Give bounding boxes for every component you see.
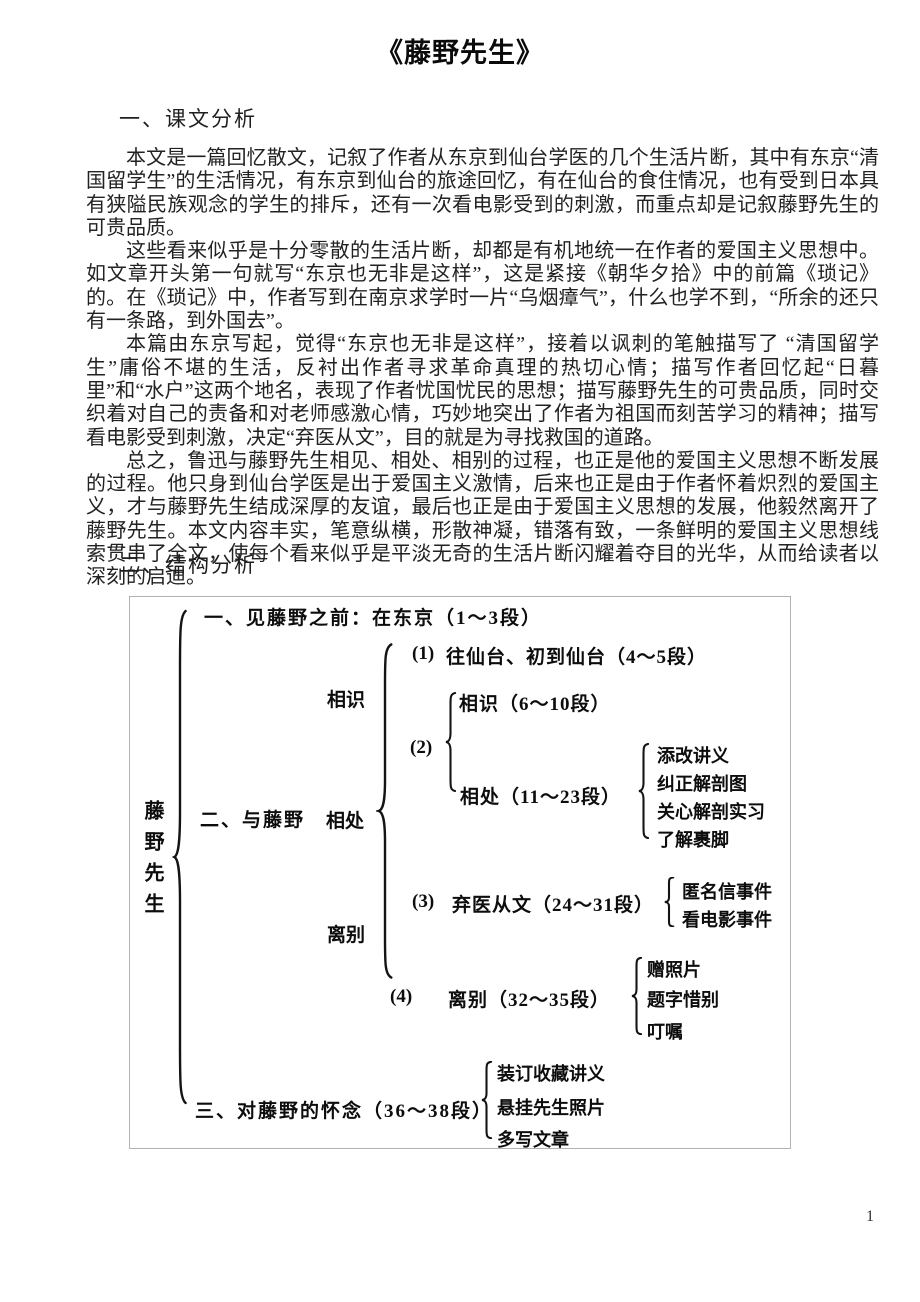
- sub3-detail-2: 看电影事件: [682, 910, 772, 930]
- stage-label-farewell: 离别: [327, 925, 366, 946]
- together-detail-1: 添改讲义: [657, 746, 729, 766]
- page-number: 1: [866, 1208, 874, 1225]
- sub4-brace: [630, 957, 643, 1035]
- sub3-number: (3): [412, 891, 435, 912]
- part3-brace: [480, 1061, 493, 1139]
- sub4-detail-3: 叮嘱: [647, 1022, 683, 1042]
- doc-title: 《藤野先生》: [376, 38, 544, 68]
- analysis-body: 本文是一篇回忆散文，记叙了作者从东京到仙台学医的几个生活片断，其中有东京“清国留…: [86, 147, 879, 590]
- sub1-number: (1): [412, 643, 435, 664]
- section-heading-structure: 二、结构分析: [119, 554, 257, 577]
- stage-label-together: 相处: [326, 811, 365, 832]
- sub3-detail-1: 匿名信事件: [682, 882, 772, 902]
- sub1-text: 往仙台、初到仙台（4～5段）: [446, 647, 708, 668]
- part3-detail-1: 装订收藏讲义: [497, 1064, 605, 1084]
- diagram-root-label: 藤野先生: [141, 800, 163, 924]
- sub4-number: (4): [390, 986, 413, 1007]
- together-detail-3: 关心解剖实习: [657, 802, 765, 822]
- together-detail-2: 纠正解剖图: [657, 774, 747, 794]
- part3-detail-2: 悬挂先生照片: [497, 1098, 605, 1118]
- sub4-detail-2: 题字惜别: [647, 990, 719, 1010]
- sub4-detail-1: 赠照片: [647, 960, 701, 980]
- sub2-brace: [444, 692, 457, 792]
- structure-diagram: 藤野先生 一、见藤野之前：在东京（1～3段） 二、与藤野 相识 相处 离别 (1…: [129, 596, 791, 1150]
- sub4-text: 离别（32～35段）: [448, 990, 611, 1011]
- sub2-number: (2): [410, 737, 433, 758]
- paragraph-4: 总之，鲁迅与藤野先生相见、相处、相别的过程，也正是他的爱国主义思想不断发展的过程…: [86, 449, 879, 589]
- diagram-part2-label: 二、与藤野: [200, 810, 306, 831]
- part2-brace: [376, 641, 394, 981]
- sub2-together-text: 相处（11～23段）: [460, 787, 621, 808]
- together-detail-4: 了解裹脚: [657, 830, 729, 850]
- paragraph-1: 本文是一篇回忆散文，记叙了作者从东京到仙台学医的几个生活片断，其中有东京“清国留…: [86, 147, 879, 239]
- sub3-brace: [663, 877, 675, 927]
- paragraph-3: 本篇由东京写起，觉得“东京也无非是这样”，接着以讽刺的笔触描写了 “清国留学生”…: [86, 333, 879, 449]
- part3-detail-3: 多写文章: [497, 1130, 569, 1150]
- paragraph-2: 这些看来似乎是十分零散的生活片断，却都是有机地统一在作者的爱国主义思想中。如文章…: [86, 240, 879, 333]
- sub3-text: 弃医从文（24～31段）: [452, 895, 655, 916]
- sub2-meet-text: 相识（6～10段）: [459, 694, 611, 715]
- diagram-part1: 一、见藤野之前：在东京（1～3段）: [204, 608, 543, 629]
- together-details-brace: [637, 743, 650, 839]
- main-brace: [172, 606, 188, 1108]
- section-heading-analysis: 一、课文分析: [119, 108, 257, 131]
- diagram-part3-text: 三、对藤野的怀念（36～38段）: [195, 1101, 494, 1122]
- stage-label-meet: 相识: [327, 690, 366, 711]
